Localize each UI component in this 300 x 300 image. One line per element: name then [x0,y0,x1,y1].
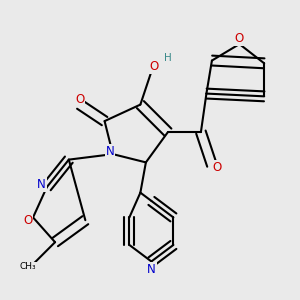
Text: O: O [23,214,32,227]
Text: N: N [37,178,46,191]
Text: H: H [164,53,172,63]
Text: O: O [213,161,222,174]
Text: O: O [149,60,159,73]
Text: O: O [235,32,244,45]
Text: N: N [106,145,115,158]
Text: N: N [147,263,156,276]
Text: O: O [75,93,85,106]
Text: CH₃: CH₃ [19,262,36,272]
